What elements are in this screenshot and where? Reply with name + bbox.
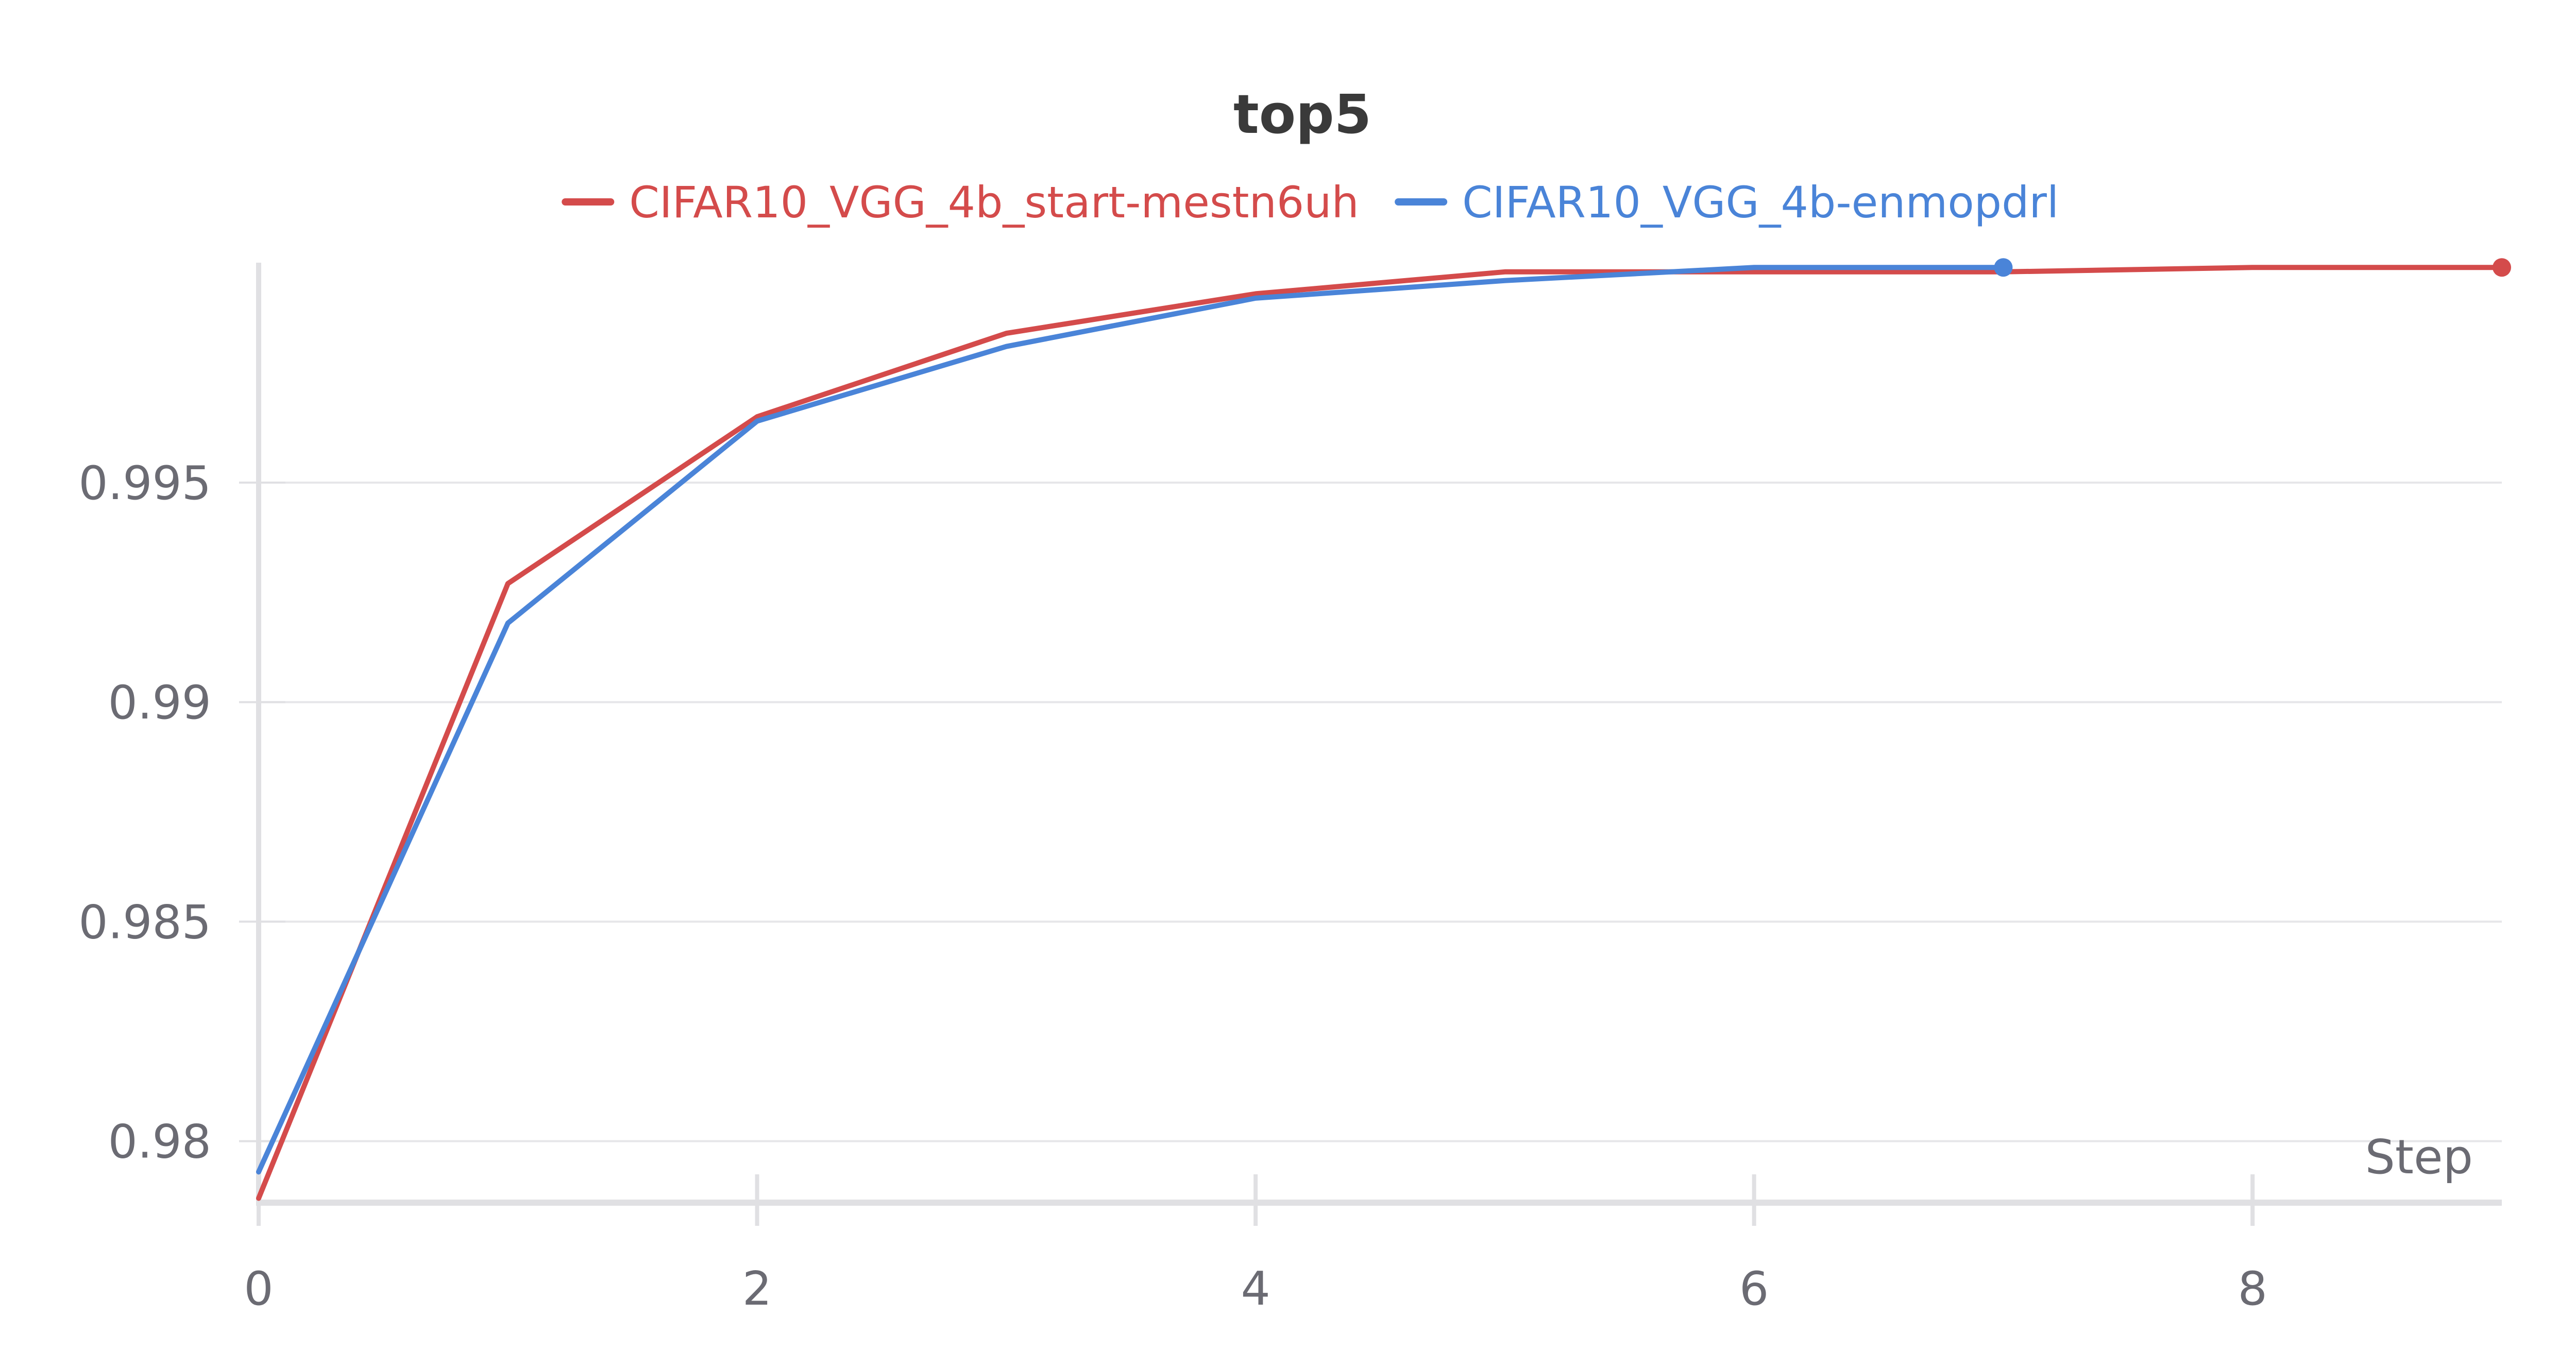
x-tick-label: 6 (1739, 1262, 1769, 1316)
chart-title: top5 (1233, 83, 1371, 146)
y-tick-label: 0.98 (108, 1115, 211, 1169)
x-tick-label: 8 (2238, 1262, 2267, 1316)
x-tick-label: 2 (742, 1262, 772, 1316)
x-tick-label: 4 (1241, 1262, 1270, 1316)
series-line-0 (256, 265, 2504, 1201)
series-end-marker-0 (2493, 258, 2511, 277)
legend-item-0[interactable]: CIFAR10_VGG_4b_start-mestn6uh (562, 177, 1359, 228)
x-tick-label: 0 (244, 1262, 273, 1316)
series-end-marker-1 (1994, 258, 2013, 277)
legend-label: CIFAR10_VGG_4b_start-mestn6uh (629, 177, 1359, 228)
legend-label: CIFAR10_VGG_4b-enmopdrl (1462, 177, 2059, 228)
gridlines (259, 481, 2502, 1142)
y-tick-label: 0.985 (78, 895, 211, 949)
y-tick-label: 0.995 (78, 456, 211, 510)
series-line-1 (256, 265, 2006, 1175)
series-group (256, 258, 2511, 1201)
tick-labels: 0.98 0.985 0.99 0.995 0 2 4 6 8 (78, 456, 2267, 1316)
legend: CIFAR10_VGG_4b_start-mestn6uh CIFAR10_VGG… (562, 177, 2059, 228)
axes (239, 263, 2502, 1226)
legend-item-1[interactable]: CIFAR10_VGG_4b-enmopdrl (1395, 177, 2059, 228)
y-tick-label: 0.99 (108, 676, 211, 730)
x-axis-label: Step (2365, 1130, 2473, 1185)
